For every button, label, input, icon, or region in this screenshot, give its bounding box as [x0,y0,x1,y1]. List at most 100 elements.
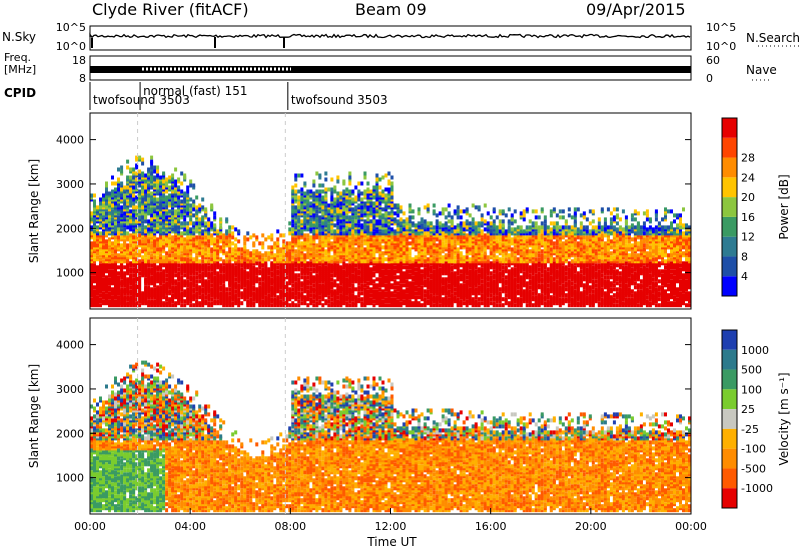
data-cell [252,241,256,246]
data-cell [90,231,93,236]
data-cell [114,221,117,226]
noise-tick-left-bottom: 10^0 [56,40,86,53]
data-cell [120,181,124,186]
data-cell [315,189,319,194]
data-cell [318,197,322,202]
data-cell [351,219,355,224]
data-cell [333,217,337,222]
data-cell [183,217,187,222]
data-cell [201,287,205,292]
data-cell [423,267,427,272]
data-cell [261,267,265,272]
data-cell [366,285,370,290]
data-cell [213,211,217,216]
data-cell [432,269,436,274]
data-cell [393,229,397,234]
data-cell [117,253,120,258]
data-cell [306,243,310,248]
data-cell [318,183,322,188]
data-cell [150,243,154,248]
data-cell [255,261,259,266]
data-cell [414,285,418,290]
data-cell [294,237,298,242]
data-cell [321,253,325,258]
data-cell [177,177,181,182]
data-cell [381,245,385,250]
data-cell [381,289,385,294]
data-cell [129,267,133,272]
data-cell [294,205,298,210]
data-cell [381,223,385,228]
data-cell [354,247,358,252]
data-cell [243,287,247,292]
data-cell [129,251,133,256]
data-cell [192,199,196,204]
data-cell [228,229,232,234]
data-cell [225,229,229,234]
data-cell [261,241,265,246]
data-cell [297,195,301,200]
data-cell [129,243,133,248]
data-cell [309,285,313,290]
data-cell [156,173,160,178]
data-cell [333,279,337,284]
data-cell [117,265,120,270]
data-cell [138,227,142,232]
data-cell [393,235,397,240]
data-cell [171,235,175,240]
data-cell [111,217,114,222]
data-cell [357,189,361,194]
data-cell [294,253,298,258]
data-cell [342,179,346,184]
data-cell [93,263,96,268]
data-cell [354,185,358,190]
data-cell [420,273,424,278]
data-cell [225,259,229,264]
data-cell [351,233,355,238]
data-cell [378,201,382,206]
data-cell [189,217,193,222]
data-cell [375,283,379,288]
data-cell [189,197,193,202]
noise-tick-right-bottom: 10^0 [706,40,736,53]
data-cell [378,219,382,224]
data-cell [117,271,120,276]
data-cell [138,271,142,276]
data-cell [129,209,133,214]
data-cell [165,251,169,256]
data-cell [162,269,166,274]
data-cell [399,205,403,210]
data-cell [216,299,220,304]
data-cell [411,229,415,234]
data-cell [354,205,358,210]
data-cell [126,243,130,248]
data-cell [129,295,133,300]
data-cell [189,235,193,240]
data-cell [306,303,310,308]
data-cell [288,231,292,236]
data-cell [387,171,391,176]
data-cell [300,291,304,296]
data-cell [171,227,175,232]
data-cell [375,177,379,182]
data-cell [324,177,328,182]
data-cell [390,245,394,250]
data-cell [312,179,316,184]
data-cell [429,293,433,298]
data-cell [234,237,238,242]
data-cell [348,231,352,236]
data-cell [210,253,214,258]
data-cell [198,239,202,244]
data-cell [324,193,328,198]
data-cell [294,281,298,286]
data-cell [378,211,382,216]
data-cell [111,295,114,300]
data-cell [99,303,102,308]
data-cell [111,253,114,258]
data-cell [345,301,349,306]
data-cell [324,243,328,248]
data-cell [231,251,235,256]
data-cell [243,269,247,274]
data-cell [183,237,187,242]
data-cell [390,185,394,190]
